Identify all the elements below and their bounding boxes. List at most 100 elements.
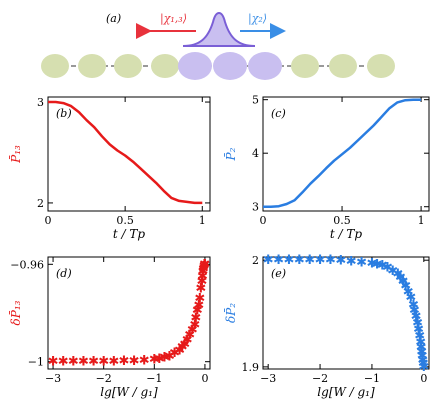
site-3 <box>114 54 142 78</box>
panel-a-label: (a) <box>106 12 121 25</box>
site-7 <box>248 52 282 80</box>
data-point: ✱ <box>174 344 185 359</box>
pulse-shape <box>182 12 256 47</box>
data-point: ✱ <box>108 355 119 370</box>
data-point: ✱ <box>400 279 411 294</box>
x-tick-label: 0.5 <box>116 214 134 227</box>
y-tick-label: 4 <box>252 147 259 160</box>
data-point: ✱ <box>197 269 208 284</box>
data-point: ✱ <box>194 291 205 306</box>
data-point: ✱ <box>382 261 393 276</box>
data-point: ✱ <box>193 299 204 314</box>
data-point: ✱ <box>129 354 140 369</box>
data-point: ✱ <box>199 257 210 272</box>
data-point: ✱ <box>177 340 188 355</box>
x-axis-label: lg[W / g₁] <box>100 385 158 399</box>
data-point: ✱ <box>418 360 429 375</box>
left-state-label: |χ₁,₃⟩ <box>160 12 187 26</box>
x-tick-label: 0 <box>420 372 427 385</box>
data-point: ✱ <box>325 253 336 268</box>
data-point: ✱ <box>195 282 206 297</box>
plot-frame <box>262 96 430 212</box>
y-tick-label: 3 <box>37 96 44 109</box>
panel-2: 0 0.5 1 2 3 (b) P̄₁₃ t / Tp <box>8 96 211 241</box>
data-point: ✱ <box>416 341 427 356</box>
data-point: ✱ <box>179 338 190 353</box>
data-point: ✱ <box>48 355 59 370</box>
data-point: ✱ <box>199 257 210 272</box>
data-point: ✱ <box>415 335 426 350</box>
x-tick-label: 0.5 <box>333 214 351 227</box>
x-tick-label: −1 <box>146 372 162 385</box>
data-point: ✱ <box>366 256 377 271</box>
data-point: ✱ <box>88 355 99 370</box>
right-state-label: |χ₂⟩ <box>248 12 267 26</box>
data-point: ✱ <box>417 349 428 364</box>
data-point: ✱ <box>192 304 203 319</box>
data-point: ✱ <box>139 353 150 368</box>
x-tick-label: 0 <box>201 372 208 385</box>
plot-frame <box>262 256 430 370</box>
site-4 <box>151 54 179 78</box>
site-5 <box>178 52 212 80</box>
y-axis-label: P̄₂ <box>223 147 238 161</box>
data-point: ✱ <box>159 351 170 366</box>
data-point: ✱ <box>273 253 284 268</box>
y-tick-label: 1.9 <box>242 361 260 374</box>
y-tick-label: 2 <box>252 254 259 267</box>
data-point: ✱ <box>409 303 420 318</box>
data-point: ✱ <box>164 349 175 364</box>
charts: 0 0.5 1 2 3 (b) P̄₁₃ t / Tp 0 0.5 1 3 4 5 (c) P̄₂ t / Tp… <box>8 94 430 399</box>
series-line <box>48 100 203 205</box>
data-point: ✱ <box>418 357 429 372</box>
data-point: ✱ <box>294 253 305 268</box>
data-point: ✱ <box>78 355 89 370</box>
y-axis-label: δP̄₂ <box>223 303 238 323</box>
data-point: ✱ <box>412 316 423 331</box>
y-tick-label: −1 <box>28 356 44 369</box>
data-point: ✱ <box>118 354 129 369</box>
x-tick-label: −3 <box>45 372 61 385</box>
plot-frame <box>47 256 211 370</box>
data-point: ✱ <box>408 298 419 313</box>
data-point: ✱ <box>414 329 425 344</box>
data-point: ✱ <box>58 355 69 370</box>
data-point: ✱ <box>335 254 346 269</box>
x-tick-label: 0 <box>45 214 52 227</box>
data-point: ✱ <box>346 254 357 269</box>
data-point: ✱ <box>154 352 165 367</box>
data-point: ✱ <box>196 274 207 289</box>
site-9 <box>329 54 357 78</box>
data-point: ✱ <box>283 253 294 268</box>
data-point: ✱ <box>411 310 422 325</box>
data-point: ✱ <box>372 257 383 272</box>
series-line <box>263 98 422 208</box>
y-tick-label: 5 <box>252 94 259 107</box>
x-tick-label: −2 <box>312 372 328 385</box>
panel-label: (b) <box>56 107 72 120</box>
data-point: ✱ <box>197 265 208 280</box>
y-axis-label: P̄₁₃ <box>8 145 23 164</box>
data-point: ✱ <box>169 346 180 361</box>
y-tick-label: 3 <box>252 201 259 214</box>
x-tick-label: −1 <box>364 372 380 385</box>
site-6 <box>213 52 247 80</box>
data-point: ✱ <box>392 267 403 282</box>
panel-3: 0 0.5 1 3 4 5 (c) P̄₂ t / Tp <box>223 94 430 241</box>
panel-label: (e) <box>271 267 286 280</box>
y-tick-label: −0.96 <box>10 258 44 271</box>
data-point: ✱ <box>149 352 160 367</box>
panel-a: (a) |χ₁,₃⟩ |χ₂⟩ <box>41 12 395 80</box>
data-point: ✱ <box>387 264 398 279</box>
data-point: ✱ <box>315 253 326 268</box>
y-tick-label: 2 <box>37 197 44 210</box>
data-point: ✱ <box>189 318 200 333</box>
x-tick-label: −2 <box>96 372 112 385</box>
site-10 <box>367 54 395 78</box>
x-tick-label: 1 <box>199 214 206 227</box>
data-point: ✱ <box>198 262 209 277</box>
data-point: ✱ <box>405 291 416 306</box>
data-point: ✱ <box>68 355 79 370</box>
